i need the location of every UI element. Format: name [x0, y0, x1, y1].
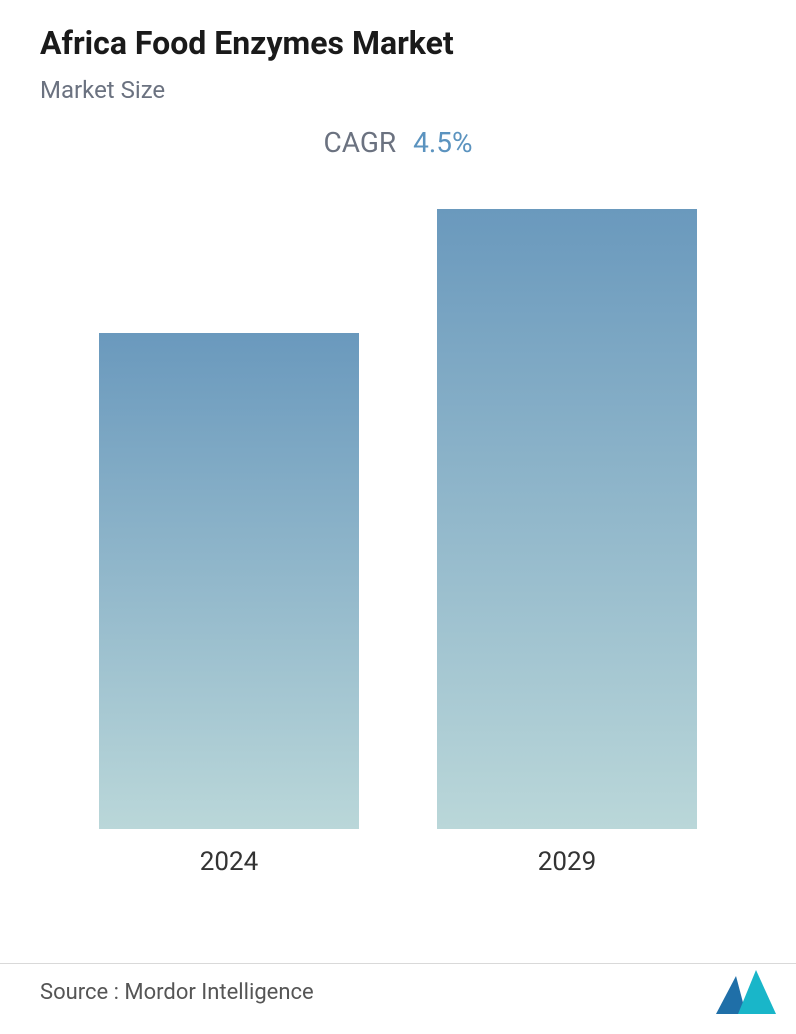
x-labels: 2024 2029 — [40, 829, 756, 877]
bar-wrap-1 — [417, 209, 717, 829]
chart-subtitle: Market Size — [40, 76, 756, 104]
cagr-label: CAGR — [324, 126, 397, 159]
bar-0 — [99, 333, 359, 829]
mordor-logo-icon — [716, 970, 776, 1014]
footer: Source : Mordor Intelligence — [40, 970, 776, 1014]
source-text: Source : Mordor Intelligence — [40, 980, 314, 1005]
footer-divider — [0, 963, 796, 964]
xlabel-0: 2024 — [79, 847, 379, 877]
cagr-row: CAGR 4.5% — [40, 126, 756, 159]
xlabel-1: 2029 — [417, 847, 717, 877]
bar-chart: 2024 2029 — [40, 209, 756, 889]
chart-title: Africa Food Enzymes Market — [40, 24, 756, 62]
bar-1 — [437, 209, 697, 829]
bar-wrap-0 — [79, 333, 379, 829]
cagr-value: 4.5% — [413, 126, 472, 159]
bars-container — [40, 209, 756, 829]
page-container: Africa Food Enzymes Market Market Size C… — [0, 0, 796, 1034]
